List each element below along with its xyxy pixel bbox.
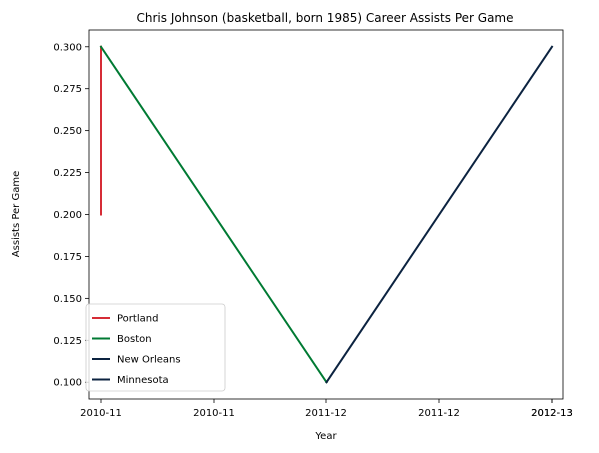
y-tick-label: 0.175: [53, 252, 82, 263]
x-axis: 2010-11 2010-11 2011-12 2011-12 2012-132012-…: [80, 399, 573, 419]
y-tick-label: 0.275: [53, 84, 82, 95]
legend-entries: Portland Boston New Orleans Minnesota: [92, 314, 181, 386]
y-tick-label: 0.125: [53, 336, 82, 347]
y-axis: 0.100 0.125 0.150 0.175 0.200 0.225 0.250 0.275…: [53, 42, 89, 389]
y-tick-label: 0.250: [53, 126, 82, 137]
x-tick-label: 2010-11: [80, 408, 122, 419]
y-tick-label: 0.100: [53, 378, 82, 389]
y-tick-label: 0.200: [53, 210, 82, 221]
legend-label-minnesota: Minnesota: [117, 375, 169, 386]
chart-title: Chris Johnson (basketball, born 1985) Ca…: [137, 11, 514, 25]
x-tick-label: 2012-13: [531, 408, 573, 419]
y-tick-label: 0.150: [53, 294, 82, 305]
legend-label-boston: Boston: [117, 334, 152, 345]
series-line-boston: [99, 45, 328, 384]
legend-label-new-orleans: New Orleans: [117, 355, 181, 366]
x-tick-label: 2011-12: [305, 408, 347, 419]
x-tick-label: 2010-11: [193, 408, 235, 419]
series-layer: [99, 45, 554, 384]
x-tick-label: 2011-12: [418, 408, 460, 419]
y-tick-label: 0.225: [53, 168, 82, 179]
series-line-new-orleans: [325, 45, 554, 384]
x-axis-label: Year: [314, 431, 337, 442]
x-tick-label: 2012-13: [531, 408, 573, 419]
legend: Portland Boston New Orleans Minnesota: [85, 303, 226, 392]
legend-label-portland: Portland: [117, 314, 158, 325]
y-tick-label: 0.300: [53, 42, 82, 53]
legend-frame: [85, 303, 226, 392]
y-axis-label: Assists Per Game: [11, 171, 22, 257]
